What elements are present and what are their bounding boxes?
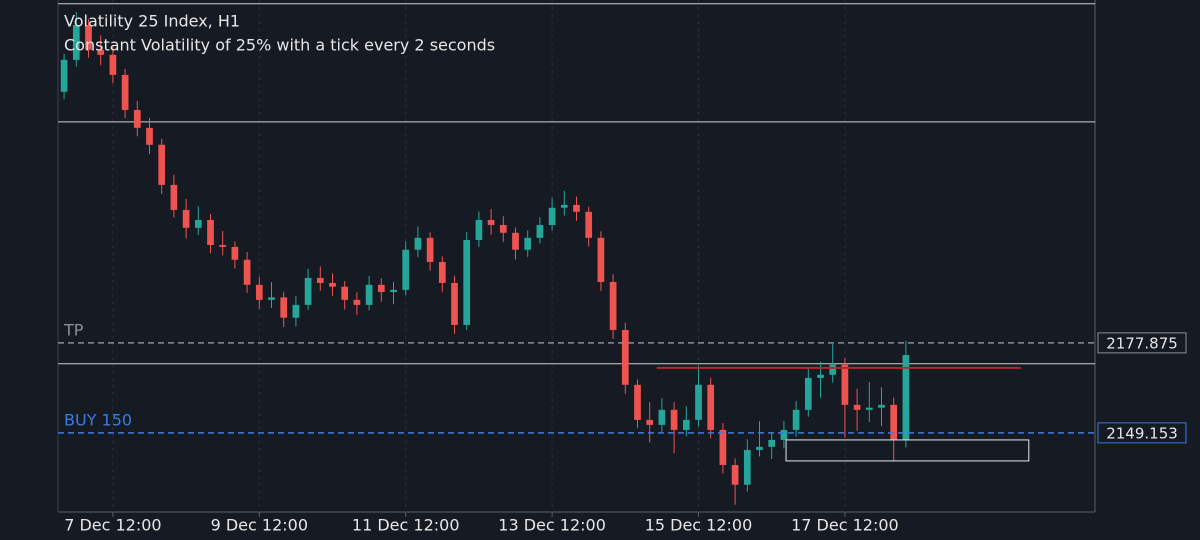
plot: 7 Dec 12:00 9 Dec 12:00 11 Dec 12:00 13 Dec… bbox=[58, 0, 1095, 535]
candle-body bbox=[170, 184, 178, 210]
candle-body bbox=[146, 127, 153, 145]
candle-body bbox=[329, 282, 336, 287]
candle-body bbox=[280, 297, 288, 318]
level-name: TP bbox=[63, 320, 84, 339]
candle-body bbox=[390, 289, 397, 293]
candle-body bbox=[780, 429, 788, 440]
candle-body bbox=[341, 286, 349, 300]
candle-body bbox=[524, 237, 532, 250]
candle-body bbox=[426, 237, 434, 262]
candle-body bbox=[536, 224, 544, 238]
candle-body bbox=[182, 209, 190, 228]
candle-body bbox=[609, 282, 617, 330]
candle-body bbox=[231, 246, 239, 260]
candle-body bbox=[841, 364, 849, 405]
candle-body bbox=[133, 109, 141, 128]
candle-body bbox=[219, 245, 227, 247]
candle-body bbox=[878, 404, 885, 408]
candle-body bbox=[634, 384, 641, 420]
candle-body bbox=[268, 297, 275, 300]
candle-body bbox=[377, 284, 385, 293]
candle-body bbox=[97, 49, 105, 55]
candle-body bbox=[695, 384, 702, 420]
x-tick-label: 13 Dec 12:00 bbox=[498, 516, 606, 535]
candle-body bbox=[72, 25, 80, 60]
candle-body bbox=[402, 249, 410, 290]
x-tick-label: 15 Dec 12:00 bbox=[645, 516, 753, 535]
candle-body bbox=[548, 207, 556, 225]
x-tick-label: 11 Dec 12:00 bbox=[352, 516, 460, 535]
rectangle bbox=[785, 439, 1030, 462]
price-label: 2177.875 bbox=[1106, 334, 1178, 352]
candle-body bbox=[194, 219, 202, 228]
price-label: 2149.153 bbox=[1106, 424, 1178, 442]
candle-body bbox=[353, 299, 361, 305]
candle-body bbox=[585, 211, 593, 238]
candle-body bbox=[707, 384, 715, 430]
price-label-box bbox=[1097, 332, 1187, 354]
price-label-box bbox=[1097, 422, 1187, 444]
candle-body bbox=[682, 419, 690, 430]
candle-body bbox=[365, 284, 373, 305]
candle-body bbox=[829, 364, 837, 375]
candle-body bbox=[487, 219, 495, 225]
candle-body bbox=[902, 355, 910, 440]
candle-body bbox=[414, 237, 422, 250]
candle-body bbox=[731, 464, 739, 485]
candle-body bbox=[853, 404, 861, 410]
candle-body bbox=[451, 282, 458, 325]
candle-body bbox=[158, 144, 166, 185]
candle-body bbox=[243, 259, 251, 285]
candle-body bbox=[512, 232, 519, 250]
candle-body bbox=[109, 54, 117, 75]
level-name: BUY 150 bbox=[64, 410, 132, 429]
candle-body bbox=[255, 284, 263, 300]
candle-body bbox=[756, 446, 763, 450]
candle-body bbox=[207, 219, 214, 246]
candle-body bbox=[865, 407, 873, 410]
candle-body bbox=[121, 74, 129, 110]
candle-body bbox=[304, 277, 312, 305]
candle-body bbox=[743, 449, 751, 485]
x-tick-label: 7 Dec 12:00 bbox=[64, 516, 161, 535]
candle-body bbox=[597, 237, 605, 283]
x-tick-label: 9 Dec 12:00 bbox=[211, 516, 308, 535]
candle-body bbox=[85, 25, 92, 50]
candle-body bbox=[60, 59, 68, 92]
candle-body bbox=[804, 377, 812, 410]
candle-body bbox=[670, 409, 678, 430]
candle-body bbox=[646, 419, 654, 425]
candle-body bbox=[658, 409, 666, 425]
candle-body bbox=[499, 224, 507, 233]
candle-body bbox=[438, 261, 446, 283]
candle-body bbox=[890, 404, 898, 440]
candle-body bbox=[463, 240, 471, 325]
candle-body bbox=[316, 277, 324, 283]
candle-body bbox=[817, 374, 824, 378]
candle-body bbox=[768, 439, 776, 447]
chart-subtitle: Constant Volatility of 25% with a tick e… bbox=[64, 36, 495, 55]
x-tick-label: 17 Dec 12:00 bbox=[791, 516, 899, 535]
candle-body bbox=[792, 409, 800, 430]
candle-body bbox=[621, 329, 629, 385]
candle-body bbox=[560, 204, 568, 208]
chart-title: Volatility 25 Index, H1 bbox=[64, 12, 240, 31]
candle-body bbox=[475, 219, 483, 241]
candle-body bbox=[573, 204, 580, 212]
candle-body bbox=[719, 429, 727, 465]
candle-body bbox=[292, 304, 300, 318]
